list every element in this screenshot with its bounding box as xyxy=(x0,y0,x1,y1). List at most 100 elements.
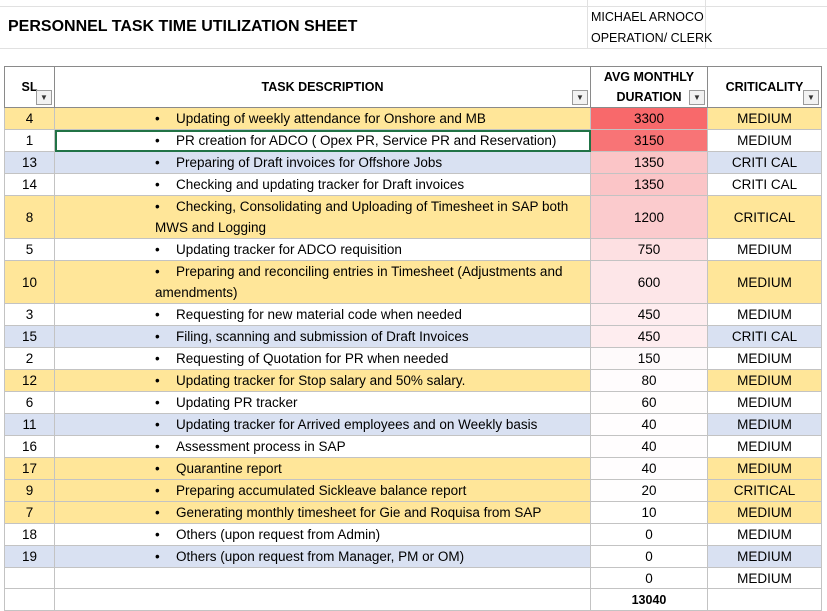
employee-role[interactable]: OPERATION/ CLERK xyxy=(591,31,713,45)
sl-cell[interactable]: 7 xyxy=(4,501,55,524)
filter-dropdown-icon[interactable]: ▼ xyxy=(803,90,819,105)
table-row: 14 • Checking and updating tracker for Dra… xyxy=(4,173,822,196)
avg-duration-cell[interactable]: 20 xyxy=(590,479,708,502)
avg-duration-cell[interactable]: 600 xyxy=(590,260,708,304)
avg-duration-cell[interactable]: 750 xyxy=(590,238,708,261)
criticality-cell[interactable]: CRITI CAL xyxy=(707,173,822,196)
table-row: 5 • Updating tracker for ADCO requisition 7… xyxy=(4,238,822,261)
avg-duration-cell[interactable]: 1350 xyxy=(590,173,708,196)
task-description-cell[interactable]: • Filing, scanning and submission of Draf… xyxy=(54,325,591,348)
criticality-cell[interactable]: CRITICAL xyxy=(707,479,822,502)
task-description-cell[interactable]: • Checking and updating tracker for Draft… xyxy=(54,173,591,196)
criticality-cell[interactable]: MEDIUM xyxy=(707,545,822,568)
sl-cell[interactable]: 6 xyxy=(4,391,55,414)
sheet-title[interactable]: PERSONNEL TASK TIME UTILIZATION SHEET xyxy=(8,18,358,35)
task-description-cell[interactable]: • Updating PR tracker xyxy=(54,391,591,414)
total-crit-cell[interactable] xyxy=(707,588,822,611)
task-description-cell[interactable]: • Requesting for new material code when n… xyxy=(54,303,591,326)
sl-cell[interactable]: 8 xyxy=(4,195,55,239)
avg-duration-cell[interactable]: 450 xyxy=(590,303,708,326)
criticality-cell[interactable]: MEDIUM xyxy=(707,107,822,130)
header-criticality[interactable]: CRITICALITY ▼ xyxy=(707,66,822,108)
criticality-cell[interactable]: MEDIUM xyxy=(707,413,822,436)
task-description-cell[interactable]: • Checking, Consolidating and Uploading o… xyxy=(54,195,591,239)
sl-cell[interactable] xyxy=(4,567,55,589)
criticality-cell[interactable]: MEDIUM xyxy=(707,435,822,458)
sl-cell[interactable]: 11 xyxy=(4,413,55,436)
sl-cell[interactable]: 3 xyxy=(4,303,55,326)
criticality-cell[interactable]: CRITI CAL xyxy=(707,151,822,174)
header-avg-monthly-duration[interactable]: AVG MONTHLY DURATION ▼ xyxy=(590,66,708,108)
avg-duration-cell[interactable]: 0 xyxy=(590,567,708,589)
avg-duration-cell[interactable]: 1200 xyxy=(590,195,708,239)
task-description-cell[interactable]: • PR creation for ADCO ( Opex PR, Service… xyxy=(54,129,591,152)
criticality-cell[interactable]: MEDIUM xyxy=(707,457,822,480)
task-text: Updating PR tracker xyxy=(176,395,298,410)
bullet-icon: • xyxy=(155,439,160,454)
total-sl-cell[interactable] xyxy=(4,588,55,611)
task-description-cell[interactable]: • Generating monthly timesheet for Gie an… xyxy=(54,501,591,524)
sl-cell[interactable]: 5 xyxy=(4,238,55,261)
criticality-cell[interactable]: MEDIUM xyxy=(707,303,822,326)
task-description-cell[interactable]: • Others (upon request from Admin) xyxy=(54,523,591,546)
criticality-cell[interactable]: MEDIUM xyxy=(707,391,822,414)
avg-duration-cell[interactable]: 60 xyxy=(590,391,708,414)
sl-cell[interactable]: 10 xyxy=(4,260,55,304)
task-description-cell[interactable]: • Assessment process in SAP xyxy=(54,435,591,458)
avg-duration-cell[interactable]: 40 xyxy=(590,435,708,458)
task-description-cell[interactable]: • Requesting of Quotation for PR when nee… xyxy=(54,347,591,370)
task-description-cell[interactable]: • Updating tracker for Stop salary and 50… xyxy=(54,369,591,392)
sl-cell[interactable]: 12 xyxy=(4,369,55,392)
sl-cell[interactable]: 15 xyxy=(4,325,55,348)
criticality-cell[interactable]: MEDIUM xyxy=(707,238,822,261)
sl-cell[interactable]: 18 xyxy=(4,523,55,546)
sl-cell[interactable]: 14 xyxy=(4,173,55,196)
filter-dropdown-icon[interactable]: ▼ xyxy=(689,90,705,105)
avg-duration-cell[interactable]: 150 xyxy=(590,347,708,370)
avg-duration-cell[interactable]: 3150 xyxy=(590,129,708,152)
sl-cell[interactable]: 13 xyxy=(4,151,55,174)
sl-cell[interactable]: 16 xyxy=(4,435,55,458)
avg-duration-cell[interactable]: 0 xyxy=(590,545,708,568)
sl-cell[interactable]: 9 xyxy=(4,479,55,502)
avg-duration-cell[interactable]: 1350 xyxy=(590,151,708,174)
avg-duration-cell[interactable]: 0 xyxy=(590,523,708,546)
sl-cell[interactable]: 4 xyxy=(4,107,55,130)
avg-duration-cell[interactable]: 40 xyxy=(590,457,708,480)
task-description-cell[interactable]: • Updating tracker for Arrived employees … xyxy=(54,413,591,436)
employee-name[interactable]: MICHAEL ARNOCO xyxy=(591,10,704,24)
criticality-cell[interactable]: MEDIUM xyxy=(707,260,822,304)
bullet-icon: • xyxy=(155,155,160,170)
filter-dropdown-icon[interactable]: ▼ xyxy=(36,90,52,105)
sl-cell[interactable]: 1 xyxy=(4,129,55,152)
criticality-cell[interactable]: MEDIUM xyxy=(707,129,822,152)
task-description-cell[interactable]: • Others (upon request from Manager, PM o… xyxy=(54,545,591,568)
sl-cell[interactable]: 2 xyxy=(4,347,55,370)
sl-cell[interactable]: 17 xyxy=(4,457,55,480)
header-task-description[interactable]: TASK DESCRIPTION ▼ xyxy=(54,66,591,108)
task-description-cell[interactable]: • Preparing of Draft invoices for Offshor… xyxy=(54,151,591,174)
task-description-cell[interactable]: • Quarantine report xyxy=(54,457,591,480)
criticality-cell[interactable]: CRITI CAL xyxy=(707,325,822,348)
total-duration-cell[interactable]: 13040 xyxy=(590,588,708,611)
task-description-cell[interactable]: • Preparing accumulated Sickleave balance… xyxy=(54,479,591,502)
avg-duration-cell[interactable]: 40 xyxy=(590,413,708,436)
filter-dropdown-icon[interactable]: ▼ xyxy=(572,90,588,105)
task-description-cell[interactable]: • Preparing and reconciling entries in Ti… xyxy=(54,260,591,304)
task-description-cell[interactable]: • Updating tracker for ADCO requisition xyxy=(54,238,591,261)
avg-duration-cell[interactable]: 450 xyxy=(590,325,708,348)
criticality-cell[interactable]: MEDIUM xyxy=(707,347,822,370)
criticality-cell[interactable]: MEDIUM xyxy=(707,501,822,524)
criticality-cell[interactable]: MEDIUM xyxy=(707,567,822,589)
avg-duration-cell[interactable]: 10 xyxy=(590,501,708,524)
header-sl[interactable]: SL ▼ xyxy=(4,66,55,108)
criticality-cell[interactable]: MEDIUM xyxy=(707,523,822,546)
task-description-cell[interactable]: • Updating of weekly attendance for Onsho… xyxy=(54,107,591,130)
total-desc-cell[interactable] xyxy=(54,588,591,611)
task-description-cell[interactable] xyxy=(54,567,591,589)
criticality-cell[interactable]: CRITICAL xyxy=(707,195,822,239)
criticality-cell[interactable]: MEDIUM xyxy=(707,369,822,392)
avg-duration-cell[interactable]: 3300 xyxy=(590,107,708,130)
avg-duration-cell[interactable]: 80 xyxy=(590,369,708,392)
sl-cell[interactable]: 19 xyxy=(4,545,55,568)
